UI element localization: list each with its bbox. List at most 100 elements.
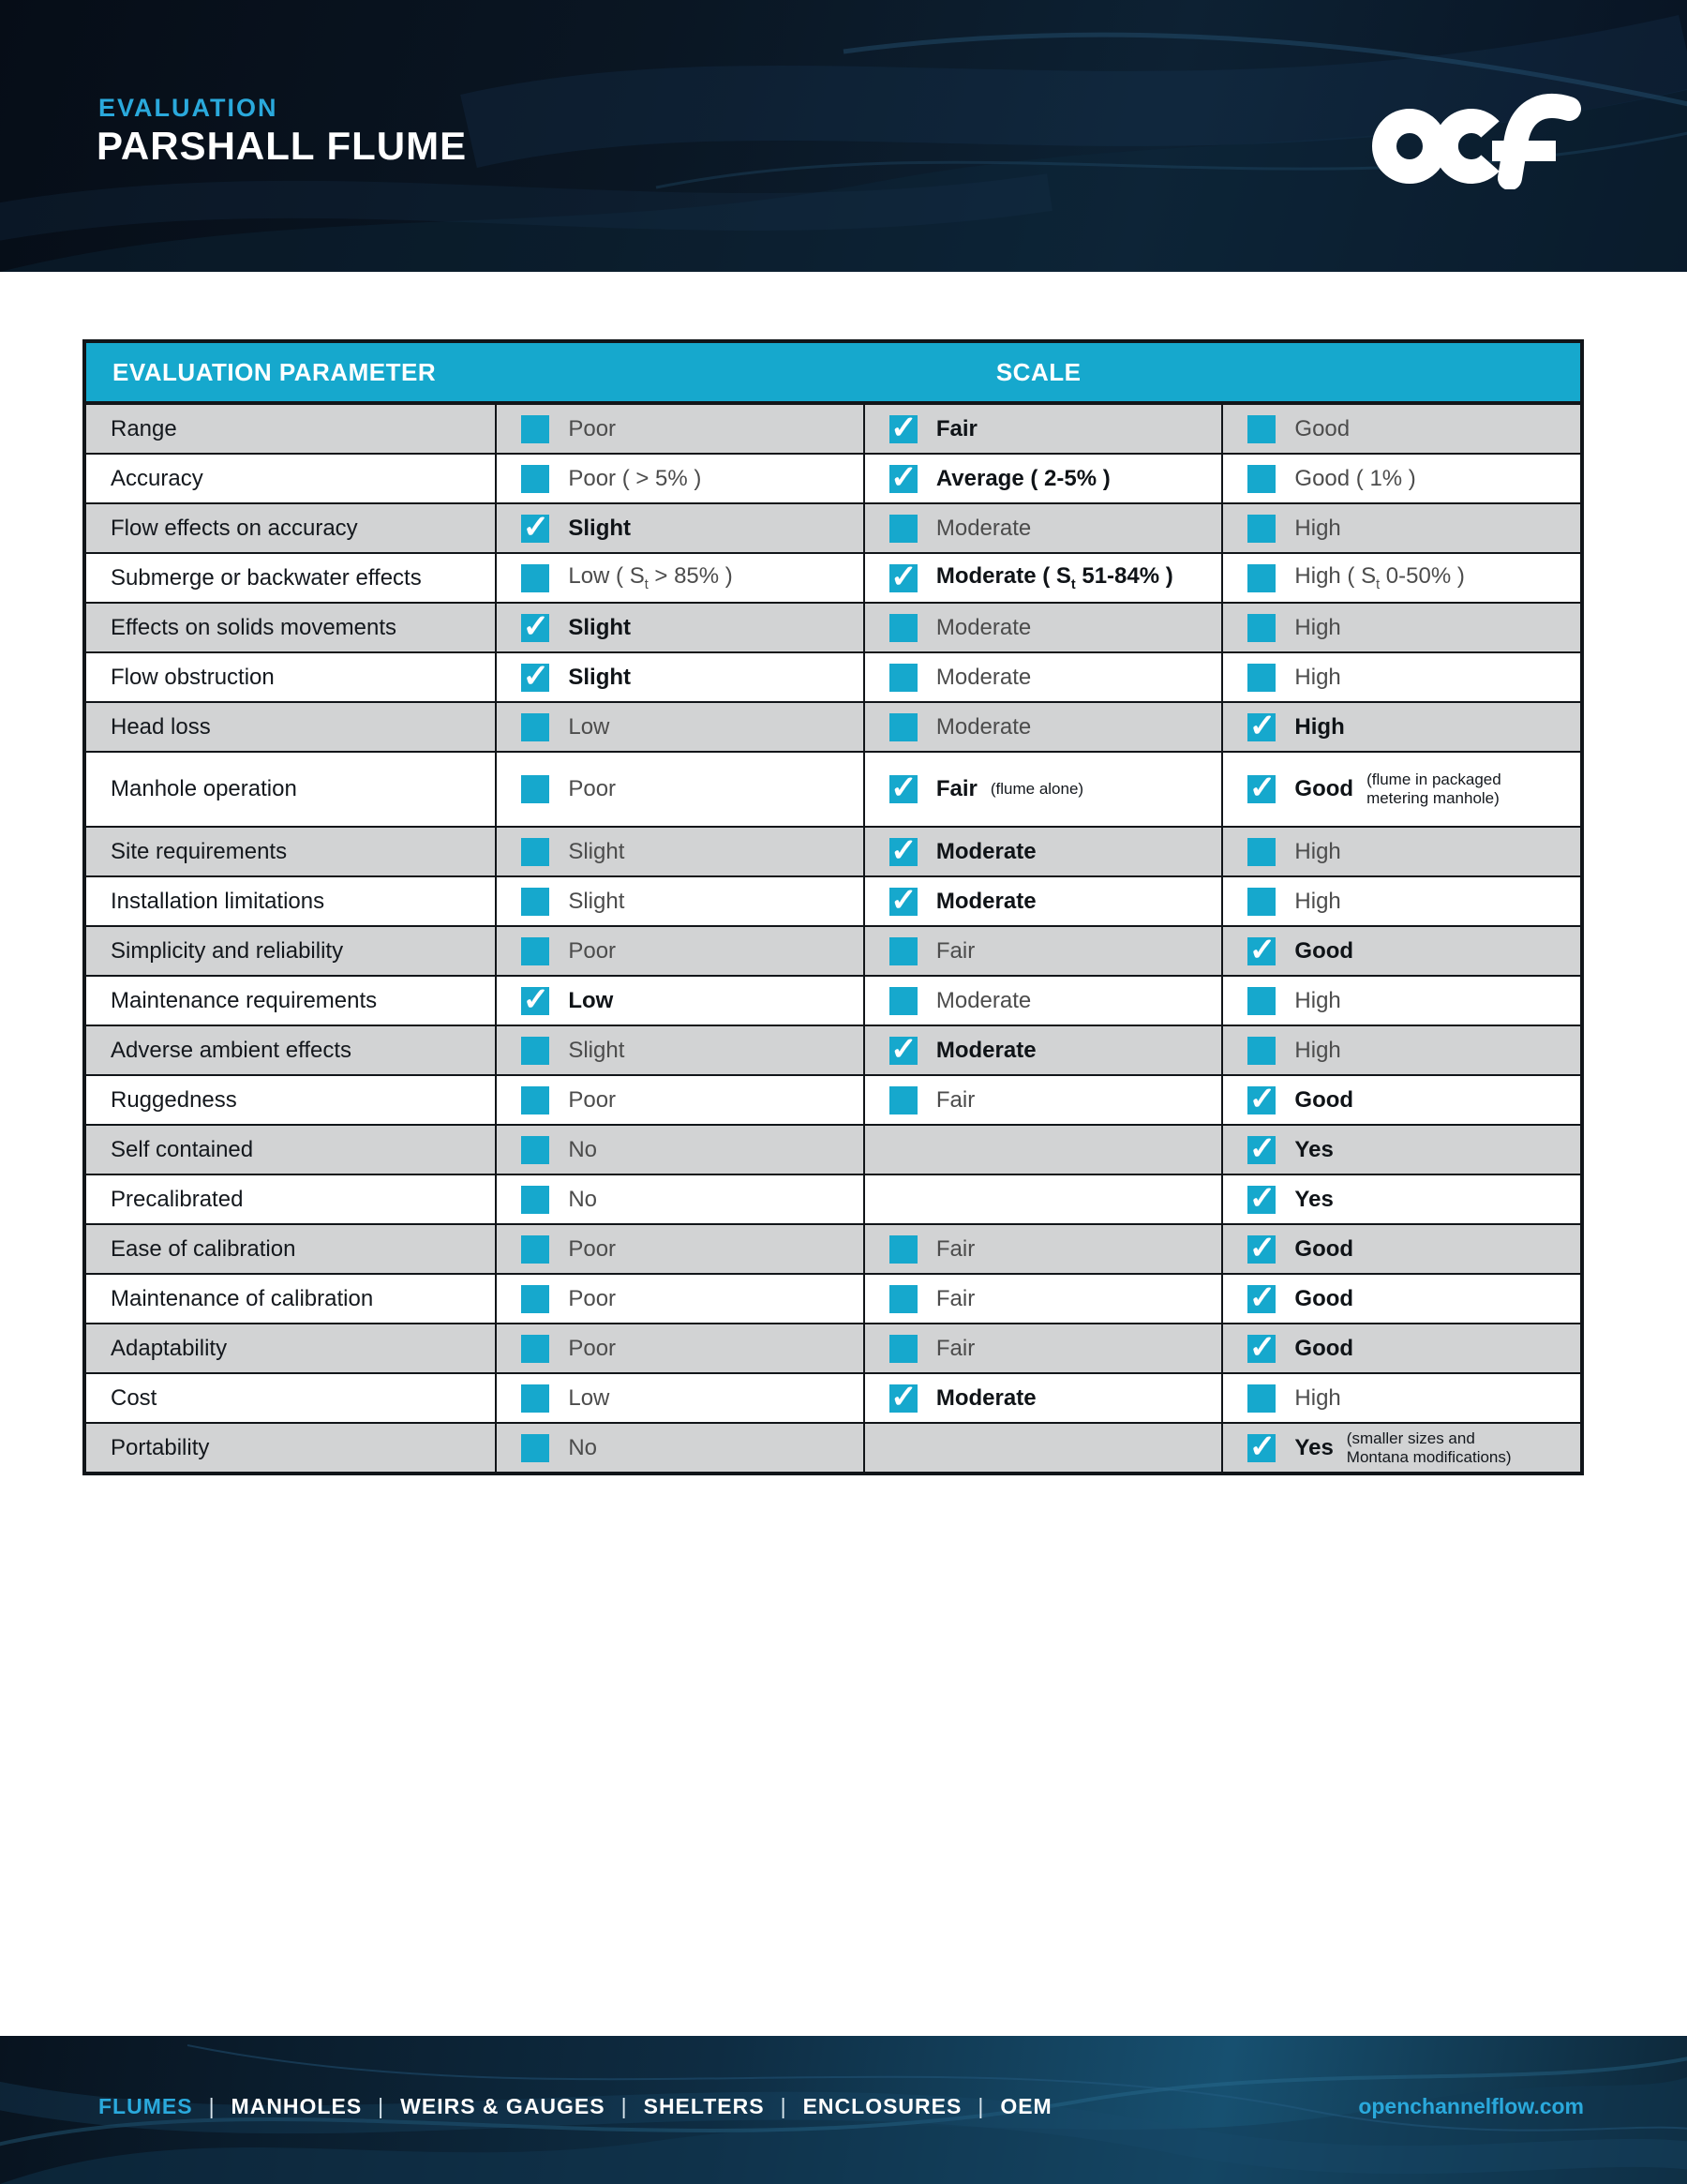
checkbox-unchecked[interactable] [1247, 514, 1276, 543]
checkbox-unchecked[interactable] [521, 1433, 550, 1462]
checkbox-unchecked[interactable] [1247, 986, 1276, 1015]
checkbox-unchecked[interactable] [888, 613, 918, 642]
checkbox-checked[interactable]: ✓ [1247, 1430, 1276, 1462]
scale-option-label: High [1294, 614, 1341, 640]
checkbox-checked[interactable]: ✓ [888, 771, 918, 803]
checkbox-unchecked[interactable] [1247, 663, 1276, 692]
scale-option-label: High [1294, 1037, 1341, 1063]
check-icon: ✓ [1248, 770, 1276, 806]
checkbox-unchecked[interactable] [888, 986, 918, 1015]
checkbox-checked[interactable]: ✓ [521, 610, 550, 642]
checkbox-unchecked[interactable] [521, 1384, 550, 1413]
checkbox-unchecked[interactable] [888, 936, 918, 965]
scale-option-label: Poor [568, 1235, 617, 1262]
checkbox-unchecked[interactable] [1247, 464, 1276, 493]
checkbox-unchecked[interactable] [888, 663, 918, 692]
checkbox-checked[interactable]: ✓ [521, 511, 550, 543]
footer-nav: FLUMES | MANHOLES | WEIRS & GAUGES | SHELTERS |… [98, 2094, 1053, 2119]
footer-nav-item-enclosures[interactable]: ENCLOSURES [802, 2094, 963, 2118]
checkbox-unchecked[interactable] [521, 464, 550, 493]
checkbox-checked[interactable]: ✓ [1247, 1132, 1276, 1164]
checkbox-unchecked[interactable] [888, 1284, 918, 1313]
scale-option-label: Poor [568, 415, 617, 441]
table-row: Site requirements Slight ✓ Moderate High [86, 826, 1580, 875]
footer-nav-item-shelters[interactable]: SHELTERS [643, 2094, 765, 2118]
checkbox-checked[interactable]: ✓ [888, 1033, 918, 1065]
checkbox-checked[interactable]: ✓ [888, 561, 918, 592]
checkbox-checked[interactable]: ✓ [1247, 710, 1276, 741]
scale-cell: ✓ Slight [497, 504, 863, 552]
checkbox-checked[interactable]: ✓ [888, 1381, 918, 1413]
checkbox-unchecked[interactable] [521, 712, 550, 741]
checkbox-checked[interactable]: ✓ [1247, 1083, 1276, 1114]
footer-nav-item-flumes[interactable]: FLUMES [98, 2094, 193, 2118]
checkbox-unchecked[interactable] [888, 1085, 918, 1114]
checkbox-unchecked[interactable] [521, 563, 550, 592]
checkbox-checked[interactable]: ✓ [1247, 1331, 1276, 1363]
checkbox-unchecked[interactable] [521, 1085, 550, 1114]
checkbox-unchecked[interactable] [521, 1334, 550, 1363]
scale-option-label: Low [568, 1384, 610, 1411]
checkbox-checked[interactable]: ✓ [888, 461, 918, 493]
checkbox-unchecked[interactable] [521, 414, 550, 443]
scale-cell: No [497, 1126, 863, 1174]
checkbox-unchecked[interactable] [521, 775, 550, 803]
scale-cell: ✓ Moderate [862, 828, 1222, 875]
checkbox-checked[interactable]: ✓ [521, 983, 550, 1015]
scale-option-label: Poor [568, 1285, 617, 1311]
footer-nav-item-manholes[interactable]: MANHOLES [231, 2094, 363, 2118]
checkbox-unchecked[interactable] [521, 1234, 550, 1264]
footer-nav-item-weirs-gauges[interactable]: WEIRS & GAUGES [400, 2094, 605, 2118]
scale-cell: ✓ Fair (flume alone) [862, 753, 1222, 826]
checkbox-unchecked[interactable] [1247, 563, 1276, 592]
checkbox-unchecked[interactable] [1247, 1384, 1276, 1413]
checkbox-unchecked[interactable] [888, 514, 918, 543]
footer-wave-decoration [0, 2044, 1687, 2184]
page-header: EVALUATION PARSHALL FLUME [0, 0, 1687, 272]
check-icon: ✓ [1248, 931, 1276, 967]
checkbox-unchecked[interactable] [1247, 837, 1276, 866]
checkbox-unchecked[interactable] [521, 837, 550, 866]
checkbox-unchecked[interactable] [521, 887, 550, 916]
scale-cell: ✓ Average ( 2-5% ) [862, 455, 1222, 502]
checkbox-unchecked[interactable] [1247, 1036, 1276, 1065]
website-link[interactable]: openchannelflow.com [1358, 2094, 1584, 2118]
hero-wave-decoration [0, 14, 1687, 272]
checkbox-checked[interactable]: ✓ [888, 411, 918, 443]
scale-cell: Poor [497, 1275, 863, 1323]
checkbox-unchecked[interactable] [521, 1185, 550, 1214]
check-icon: ✓ [1248, 1229, 1276, 1265]
checkbox-checked[interactable]: ✓ [1247, 1281, 1276, 1313]
checkbox-checked[interactable]: ✓ [1247, 1229, 1276, 1265]
checkbox-unchecked[interactable] [888, 1234, 918, 1264]
table-row: Maintenance requirements ✓ Low Moderate High [86, 975, 1580, 1025]
checkbox-unchecked[interactable] [888, 1334, 918, 1363]
scale-option-label: No [568, 1186, 598, 1212]
footer-nav-item-oem[interactable]: OEM [1000, 2094, 1053, 2118]
checkbox-unchecked[interactable] [521, 1036, 550, 1065]
scale-option-label: Moderate [935, 888, 1037, 914]
checkbox-checked[interactable]: ✓ [1247, 771, 1276, 803]
checkbox-unchecked[interactable] [521, 1135, 550, 1164]
checkbox-checked[interactable]: ✓ [888, 884, 918, 916]
scale-cell: ✓ High [1221, 703, 1580, 751]
checkbox-unchecked[interactable] [1247, 887, 1276, 916]
scale-cell: Fair [862, 1324, 1222, 1372]
checkbox-checked[interactable]: ✓ [521, 660, 550, 692]
checkbox-unchecked[interactable] [1247, 414, 1276, 443]
checkbox-checked[interactable]: ✓ [888, 834, 918, 866]
scale-cell: Poor [497, 927, 863, 975]
parameter-label: Range [86, 405, 498, 453]
checkbox-checked[interactable]: ✓ [1247, 931, 1276, 967]
parameter-label: Installation limitations [86, 877, 498, 925]
scale-cell [862, 1424, 1222, 1472]
checkbox-unchecked[interactable] [888, 712, 918, 741]
check-icon: ✓ [890, 831, 918, 868]
checkbox-unchecked[interactable] [521, 1284, 550, 1313]
checkbox-checked[interactable]: ✓ [1247, 1182, 1276, 1214]
checkbox-unchecked[interactable] [521, 936, 550, 965]
scale-option-label: Moderate [935, 838, 1037, 864]
scale-option-label: Yes [1294, 1136, 1334, 1162]
checkbox-unchecked[interactable] [1247, 613, 1276, 642]
